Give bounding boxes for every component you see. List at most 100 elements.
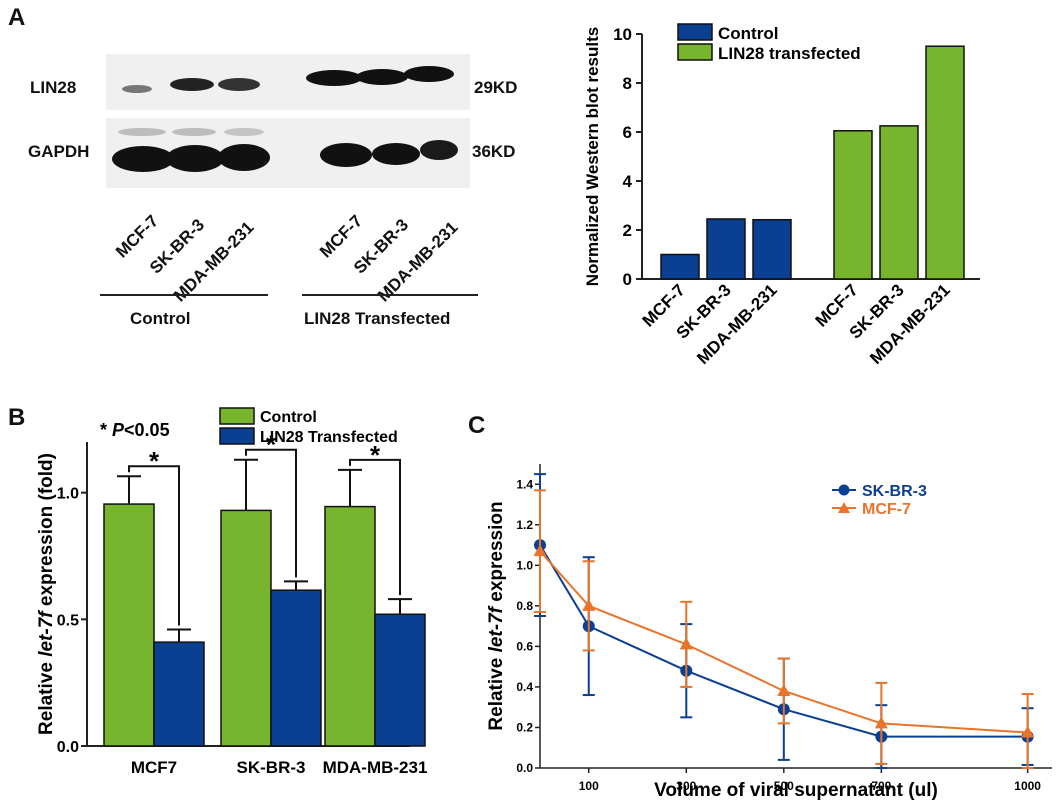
data-point (874, 716, 888, 729)
legend-swatch (677, 43, 713, 61)
y-tick-label: 1.2 (516, 518, 533, 532)
y-axis-label: Relative let-7f expression (fold) (36, 453, 57, 735)
panel-label-c: C (468, 412, 486, 439)
blot-band (306, 70, 362, 86)
series-line (539, 550, 1028, 734)
y-tick-label: 0.0 (516, 761, 533, 775)
y-axis-label-prefix: Relative (486, 652, 507, 730)
blot-band (404, 66, 454, 82)
x-tick-label: MCF7 (131, 758, 177, 777)
x-tick-label: MDA-MB-231 (323, 758, 428, 777)
data-point (777, 683, 791, 696)
group-label-lin28: LIN28 Transfected (304, 309, 451, 328)
p-note-star: * (100, 420, 112, 440)
legend-swatch (677, 23, 713, 41)
y-tick-label: 10 (613, 25, 632, 44)
bar (660, 253, 700, 280)
group-line-lin28 (302, 294, 478, 296)
y-axis-label-suffix: expression (486, 501, 507, 607)
blot-row-label-lin28: LIN28 (30, 78, 77, 97)
bar (925, 45, 965, 280)
panel-label-a: A (8, 4, 26, 31)
panel-label-b: B (8, 404, 26, 431)
bar (706, 218, 746, 280)
bar (752, 218, 792, 280)
bar (833, 130, 873, 280)
y-tick-label: 4 (623, 172, 633, 191)
legend-swatch (219, 427, 255, 445)
series-line (539, 544, 1028, 738)
x-tick-label: 500 (774, 779, 794, 793)
blot-band (170, 78, 214, 91)
legend-label: LIN28 Transfected (260, 429, 398, 446)
blot-band (224, 128, 264, 136)
blot-row-label-gapdh: GAPDH (28, 142, 90, 161)
y-axis-label-italic: let-7f (486, 605, 507, 652)
significance-star: * (149, 446, 160, 476)
blot-band (320, 143, 372, 167)
bar (103, 503, 155, 747)
p-note-p: P (112, 420, 125, 440)
bar (879, 125, 919, 280)
x-tick-label: 300 (676, 779, 696, 793)
blot-band (356, 69, 408, 85)
legend-label: Control (718, 24, 778, 43)
blot-strip-lin28 (106, 54, 470, 110)
bar (270, 589, 322, 747)
p-note-rest: <0.05 (124, 420, 170, 440)
blot-band (122, 85, 152, 93)
bar (374, 613, 426, 747)
significance-bracket (245, 448, 297, 578)
y-tick-label: 0.5 (57, 612, 79, 629)
y-tick-label: 2 (623, 221, 632, 240)
legend-swatch (219, 407, 255, 425)
legend-marker (838, 484, 850, 496)
y-tick-label: 0.6 (516, 639, 533, 653)
x-tick-label: SK-BR-3 (237, 758, 306, 777)
y-axis-label-prefix: Relative (36, 657, 57, 735)
bar (153, 641, 205, 747)
y-tick-label: 0.4 (516, 680, 533, 694)
y-axis-label-suffix: expression (fold) (36, 453, 57, 611)
y-tick-label: 1.0 (57, 486, 79, 503)
group-label-control: Control (130, 309, 191, 328)
x-axis-label: Volume of viral supernatant (ul) (654, 780, 938, 800)
y-tick-label: 1.4 (516, 477, 533, 491)
significance-star: * (266, 430, 277, 460)
y-tick-label: 0 (623, 270, 632, 289)
western-blot-panel: LIN28 GAPDH 29KD 36KD MCF-7 SK-BR-3 MDA-… (0, 0, 560, 400)
legend-label: Control (260, 409, 317, 426)
data-point (582, 598, 596, 611)
p-value-note: * P<0.05 (100, 420, 170, 440)
legend-label: MCF-7 (862, 501, 911, 518)
x-tick-label: 100 (579, 779, 599, 793)
data-point (1021, 725, 1035, 738)
y-tick-label: 0.0 (57, 739, 79, 756)
y-axis-label-italic: let-7f (36, 610, 57, 657)
legend-label: SK-BR-3 (862, 483, 927, 500)
blot-band (218, 78, 260, 91)
significance-star: * (370, 440, 381, 470)
blot-band (372, 143, 420, 165)
y-tick-label: 1.0 (516, 558, 533, 572)
x-tick-label: 700 (871, 779, 891, 793)
y-axis-label: Relative let-7f expression (486, 501, 507, 730)
data-point (533, 544, 547, 557)
y-tick-label: 6 (623, 123, 632, 142)
significance-bracket (349, 458, 401, 596)
blot-band (112, 146, 174, 172)
blot-size-gapdh: 36KD (472, 142, 516, 161)
blot-band (166, 145, 224, 172)
blot-band (420, 140, 458, 160)
blot-size-lin28: 29KD (474, 78, 518, 97)
blot-band (172, 128, 216, 136)
blot-band (118, 128, 166, 136)
blot-band (218, 144, 270, 171)
legend-label: LIN28 transfected (718, 44, 861, 63)
y-tick-label: 8 (623, 74, 632, 93)
y-tick-label: 0.2 (516, 720, 533, 734)
y-tick-label: 0.8 (516, 599, 533, 613)
